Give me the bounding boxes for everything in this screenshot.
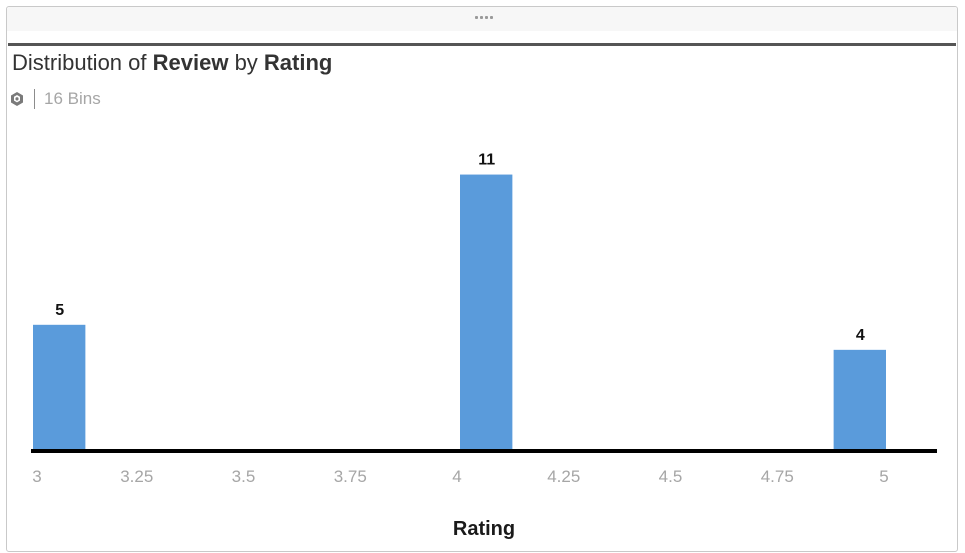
bar-value-label: 4	[856, 327, 865, 344]
header-divider	[8, 43, 956, 46]
x-tick-label: 4	[452, 467, 461, 486]
title-measure: Review	[152, 50, 229, 75]
x-tick-labels-layer: 3 3.25 3.5 3.75 4 4.25 4.5 4.75 5	[32, 467, 888, 486]
x-tick-label: 5	[879, 467, 888, 486]
x-tick-label: 4.75	[761, 467, 794, 486]
title-dimension: Rating	[263, 50, 333, 75]
bins-label: 16 Bins	[44, 89, 101, 108]
bar-value-label: 5	[55, 302, 64, 319]
x-tick-label: 3	[32, 467, 41, 486]
title-prefix: Distribution of	[12, 50, 153, 75]
chart-title: Distribution of Review by Rating	[12, 50, 332, 76]
histogram-bar[interactable]	[460, 174, 513, 450]
panel-top-bar	[7, 7, 957, 31]
x-axis-title: Rating	[453, 518, 515, 540]
subinfo-separator	[34, 89, 35, 109]
title-middle: by	[228, 50, 264, 75]
bars-layer	[33, 174, 886, 450]
drag-handle-icon[interactable]	[469, 16, 499, 22]
x-tick-label: 3.25	[120, 467, 153, 486]
histogram-bar[interactable]	[833, 349, 886, 450]
model-cube-icon	[9, 91, 25, 107]
x-tick-label: 4.25	[547, 467, 580, 486]
x-tick-label: 3.75	[334, 467, 367, 486]
x-tick-label: 3.5	[232, 467, 256, 486]
chart-subinfo: 16 Bins	[9, 88, 101, 110]
bar-value-label: 11	[478, 152, 495, 169]
data-labels-layer: 5 11 4	[55, 152, 865, 344]
histogram-bar[interactable]	[33, 324, 86, 450]
x-tick-label: 4.5	[659, 467, 683, 486]
